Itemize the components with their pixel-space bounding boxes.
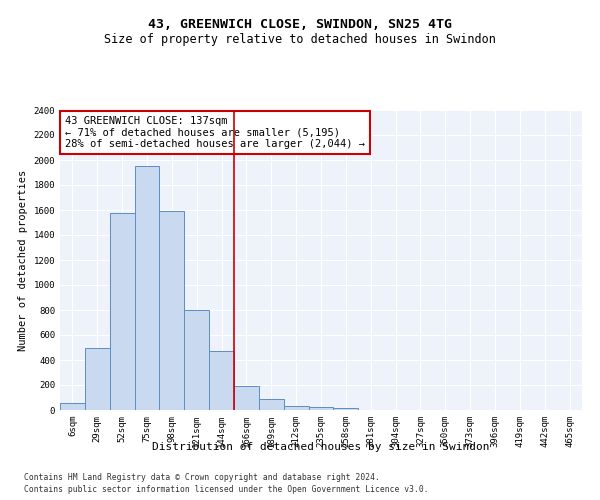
Bar — [209, 350, 234, 410]
Bar — [85, 348, 110, 410]
Text: Distribution of detached houses by size in Swindon: Distribution of detached houses by size … — [152, 442, 490, 452]
Bar — [234, 386, 259, 410]
Text: 43, GREENWICH CLOSE, SWINDON, SN25 4TG: 43, GREENWICH CLOSE, SWINDON, SN25 4TG — [148, 18, 452, 30]
Bar — [334, 408, 358, 410]
Bar — [259, 399, 284, 410]
Bar — [160, 211, 184, 410]
Text: Size of property relative to detached houses in Swindon: Size of property relative to detached ho… — [104, 32, 496, 46]
Bar — [60, 402, 85, 410]
Bar — [184, 310, 209, 410]
Y-axis label: Number of detached properties: Number of detached properties — [18, 170, 28, 350]
Text: 43 GREENWICH CLOSE: 137sqm
← 71% of detached houses are smaller (5,195)
28% of s: 43 GREENWICH CLOSE: 137sqm ← 71% of deta… — [65, 116, 365, 149]
Bar — [134, 166, 160, 410]
Bar — [308, 406, 334, 410]
Bar — [284, 406, 308, 410]
Text: Contains public sector information licensed under the Open Government Licence v3: Contains public sector information licen… — [24, 485, 428, 494]
Text: Contains HM Land Registry data © Crown copyright and database right 2024.: Contains HM Land Registry data © Crown c… — [24, 472, 380, 482]
Bar — [110, 212, 134, 410]
